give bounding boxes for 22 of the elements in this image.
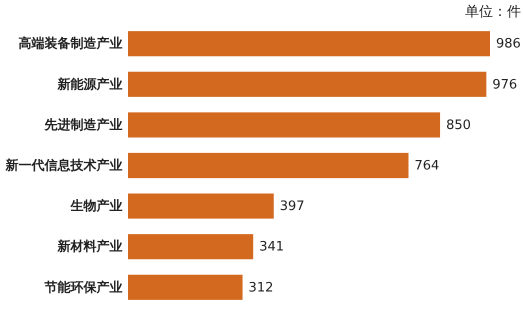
- y-tick-label: 新能源产业: [56, 76, 122, 92]
- bar: [128, 234, 254, 260]
- bar: [128, 31, 490, 56]
- data-label: 341: [259, 240, 284, 255]
- bar: [128, 194, 274, 219]
- bar: [128, 152, 408, 178]
- data-label: 976: [492, 77, 518, 92]
- y-tick-label: 高端装备制造产业: [18, 36, 122, 52]
- data-label: 850: [446, 118, 471, 133]
- y-tick-label: 先进制造产业: [44, 116, 122, 133]
- y-tick-label: 节能环保产业: [44, 279, 122, 296]
- text: 单位：件: [464, 4, 521, 20]
- bar: [128, 72, 486, 97]
- data-label: 312: [248, 280, 274, 296]
- bar: [128, 112, 440, 138]
- data-label: 397: [280, 199, 305, 214]
- y-tick-label: 新材料产业: [56, 238, 122, 255]
- y-tick-label: 新一代信息技术产业: [4, 158, 122, 174]
- bar: [128, 274, 243, 300]
- data-label: 764: [414, 158, 440, 174]
- y-tick-label: 生物产业: [70, 198, 122, 214]
- data-label: 986: [496, 36, 521, 52]
